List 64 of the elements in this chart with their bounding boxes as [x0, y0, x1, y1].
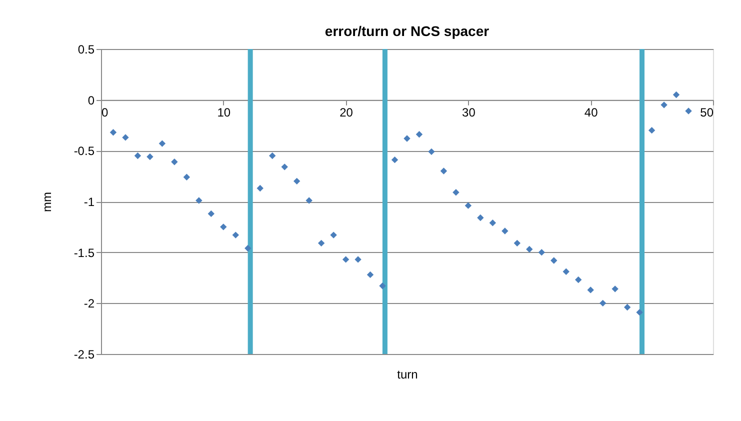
y-tick-label: -0.5 — [74, 144, 95, 158]
y-tick-label: -1.5 — [74, 246, 95, 260]
point — [391, 156, 398, 164]
point — [672, 91, 680, 98]
y-tick-label: -2 — [84, 296, 95, 311]
point — [428, 148, 435, 156]
point — [146, 153, 154, 160]
point — [196, 197, 202, 204]
point — [122, 134, 129, 141]
point — [404, 135, 410, 142]
point — [452, 188, 460, 196]
x-tick-label: 30 — [462, 105, 476, 120]
point — [366, 271, 374, 278]
point — [612, 286, 618, 292]
point — [134, 152, 142, 160]
point — [575, 276, 582, 284]
x-tick-label: 20 — [340, 105, 354, 120]
point — [281, 164, 288, 170]
y-tick-label: -2.5 — [74, 348, 95, 362]
point — [220, 224, 227, 230]
point — [587, 286, 594, 294]
point — [171, 158, 178, 166]
point — [318, 240, 325, 247]
x-tick-label: 40 — [584, 105, 598, 120]
y-tick-label: 0.5 — [78, 42, 95, 56]
point — [624, 304, 631, 311]
point — [293, 178, 300, 185]
y-tick-label: -1 — [84, 195, 95, 209]
point — [550, 257, 558, 264]
point — [477, 214, 484, 222]
point — [660, 102, 668, 108]
point — [183, 174, 190, 180]
y-tick-label: 0 — [88, 93, 95, 108]
point — [464, 202, 472, 209]
point — [636, 308, 643, 316]
point — [416, 131, 423, 138]
x-tick-label: 10 — [217, 105, 231, 120]
point — [514, 240, 521, 247]
point — [269, 152, 276, 160]
point — [354, 256, 362, 263]
point — [489, 219, 496, 226]
point — [342, 256, 350, 263]
point — [562, 268, 570, 276]
point — [538, 248, 545, 256]
point — [306, 197, 312, 204]
point — [330, 232, 337, 238]
point — [599, 300, 606, 307]
point — [232, 232, 239, 238]
x-tick-label: 0 — [102, 105, 108, 120]
point — [440, 168, 448, 174]
point — [648, 126, 656, 134]
point — [526, 246, 533, 253]
point — [158, 140, 166, 147]
point — [379, 282, 386, 290]
y-axis-title: mm — [40, 192, 54, 212]
point — [110, 129, 117, 136]
x-tick-label: 50 — [700, 105, 714, 120]
point — [244, 244, 252, 252]
point — [502, 228, 508, 234]
point — [685, 108, 692, 114]
point — [208, 210, 215, 218]
chart-title: error/turn or NCS spacer — [324, 23, 490, 39]
x-axis-title: turn — [397, 368, 418, 382]
point — [256, 184, 264, 192]
